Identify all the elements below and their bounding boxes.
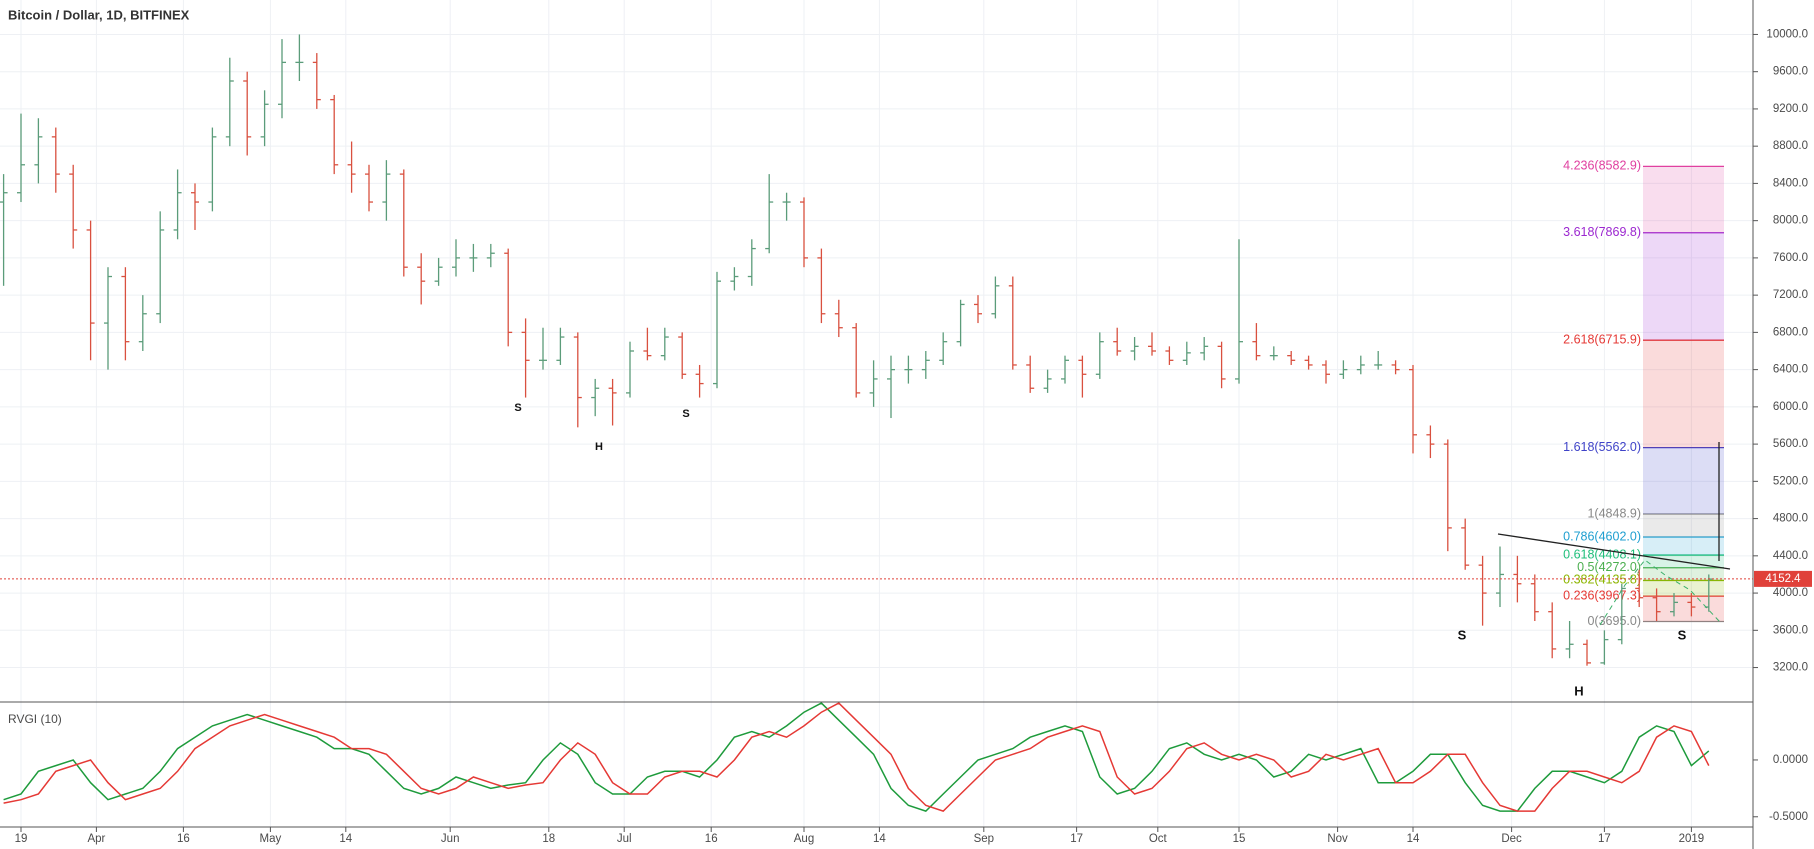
y-tick-label: 5600.0 [1773,438,1808,450]
y-tick-label: 6000.0 [1773,401,1808,413]
y-tick-label: 8800.0 [1773,140,1808,152]
pattern-label: S [514,402,521,414]
y-tick-label: 9600.0 [1773,66,1808,78]
pattern-label: H [1574,683,1583,698]
y-tick-label: 7200.0 [1773,289,1808,301]
pattern-label: S [682,408,689,420]
fib-band [1643,232,1724,341]
fib-label: 0.5(4272.0) [1577,560,1641,574]
x-tick-label: 14 [339,833,352,845]
fib-label: 0.786(4602.0) [1563,529,1641,543]
y-tick-label: 4800.0 [1773,513,1808,525]
fib-band [1643,567,1724,581]
x-tick-label: Dec [1501,833,1522,845]
y-tick-label: 9200.0 [1773,103,1808,115]
pattern-label: S [1458,627,1467,642]
y-tick-label: 3200.0 [1773,662,1808,674]
fib-label: 0.236(3967.3) [1563,588,1641,602]
last-price-box [1754,570,1812,587]
fib-label: 1.618(5562.0) [1563,440,1641,454]
x-tick-label: 16 [177,833,190,845]
indicator-tick-label: -0.5000 [1769,811,1808,823]
price-bars [0,34,1713,666]
fib-band [1643,340,1724,448]
fib-band [1643,580,1724,597]
pattern-label: H [595,441,603,453]
chart-title: Bitcoin / Dollar, 1D, BITFINEX [8,7,190,22]
x-tick-label: 19 [15,833,28,845]
x-tick-label: 17 [1598,833,1611,845]
x-tick-label: 14 [1407,833,1420,845]
fib-label: 3.618(7869.8) [1563,225,1641,239]
last-price-label: 4152.4 [1765,573,1801,585]
y-tick-label: 8400.0 [1773,177,1808,189]
x-tick-label: May [260,833,282,845]
fib-label: 0.618(4408.1) [1563,547,1641,561]
trend-line [1497,533,1731,570]
y-tick-label: 6800.0 [1773,326,1808,338]
x-tick-label: 2019 [1679,833,1705,845]
x-tick-label: 18 [542,833,555,845]
fib-label: 4.236(8582.9) [1563,159,1641,173]
fib-label: 1(4848.9) [1587,506,1641,520]
fib-label: 0(3695.0) [1587,614,1641,628]
fib-label: 2.618(6715.9) [1563,333,1641,347]
y-tick-label: 5200.0 [1773,475,1808,487]
x-tick-label: Nov [1327,833,1348,845]
x-tick-label: Jun [441,833,460,845]
y-tick-label: 10000.0 [1766,28,1808,40]
y-tick-label: 6400.0 [1773,364,1808,376]
y-tick-label: 4400.0 [1773,550,1808,562]
fib-band [1643,596,1724,622]
fib-band [1643,514,1724,538]
y-tick-label: 7600.0 [1773,252,1808,264]
x-tick-label: Apr [87,833,105,845]
fibonacci-extension: 0(3695.0) 0.236(3967.3)0.382(4135.8)0.5(4… [1563,159,1724,628]
x-tick-label: Oct [1149,833,1168,845]
x-tick-label: Jul [617,833,632,845]
projection-line [1599,559,1721,626]
indicator-title: RVGI (10) [8,712,62,726]
x-tick-label: 14 [873,833,886,845]
indicator-pane: 0.0000 -0.5000 [3,702,1808,823]
indicator-line [3,702,1710,812]
x-tick-label: 17 [1070,833,1083,845]
fib-band [1643,447,1724,515]
indicator-line [3,702,1710,812]
x-tick-label: Sep [974,833,994,845]
annotations: S H S S H S [514,402,1686,699]
x-tick-label: 16 [705,833,718,845]
grid [0,0,1753,827]
fib-label: 0.382(4135.8) [1563,573,1641,587]
y-tick-label: 3600.0 [1773,624,1808,636]
fib-band [1643,166,1724,233]
x-tick-label: Aug [794,833,814,845]
y-tick-label: 4000.0 [1773,587,1808,599]
pattern-label: S [1678,627,1687,642]
y-tick-label: 8000.0 [1773,215,1808,227]
fib-band [1643,537,1724,556]
x-tick-label: 15 [1233,833,1246,845]
indicator-tick-label: 0.0000 [1773,754,1808,766]
